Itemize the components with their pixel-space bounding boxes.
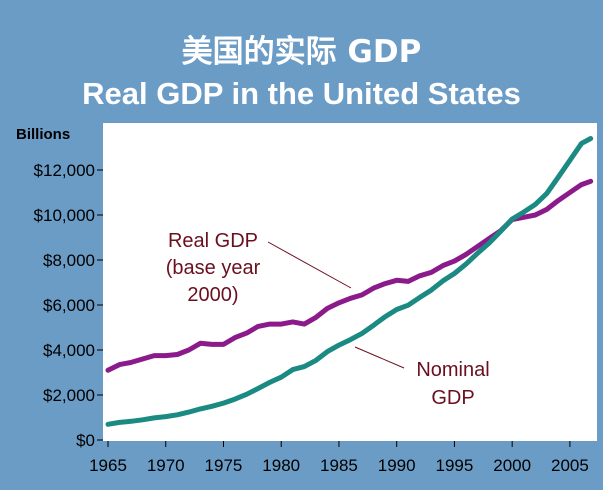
- real-gdp-annotation-line-2: (base year: [166, 257, 261, 279]
- y-tick-label: $4,000: [43, 341, 95, 360]
- real-gdp-annotation-line-3: 2000): [187, 284, 238, 306]
- y-axis-unit-label: Billions: [16, 126, 70, 143]
- y-tick-label: $6,000: [43, 296, 95, 315]
- y-axis-ticks: $0 $2,000 $4,000 $6,000 $8,000 $10,000 $12,000: [34, 161, 103, 450]
- real-gdp-annotation-line-1: Real GDP: [168, 230, 258, 252]
- y-tick-label: $2,000: [43, 386, 95, 405]
- x-tick-label: 2005: [551, 456, 589, 475]
- y-tick-label: $10,000: [34, 206, 95, 225]
- y-tick-label: $12,000: [34, 161, 95, 180]
- x-tick-label: 2000: [493, 456, 531, 475]
- nominal-gdp-annotation-line-2: GDP: [431, 387, 474, 409]
- real-gdp-leader-line: [267, 241, 352, 289]
- chart-title-english: Real GDP in the United States: [82, 76, 521, 111]
- chart-title-chinese: 美国的实际 GDP: [181, 34, 422, 70]
- x-tick-label: 1970: [147, 456, 185, 475]
- nominal-gdp-leader-line: [354, 346, 405, 369]
- x-tick-label: 1985: [320, 456, 358, 475]
- nominal-gdp-annotation-line-1: Nominal: [416, 359, 489, 381]
- x-tick-label: 1975: [205, 456, 243, 475]
- nominal-gdp-series-line: [105, 136, 594, 427]
- x-tick-label: 1980: [262, 456, 300, 475]
- plot-area: [103, 123, 597, 441]
- y-tick-label: $0: [76, 431, 95, 450]
- x-axis-ticks: 1965 1970 1975 1980 1985 1990 1995 2000 2005: [89, 441, 589, 475]
- x-tick-label: 1965: [89, 456, 127, 475]
- y-tick-label: $8,000: [43, 251, 95, 270]
- x-tick-label: 1990: [378, 456, 416, 475]
- x-tick-label: 1995: [436, 456, 474, 475]
